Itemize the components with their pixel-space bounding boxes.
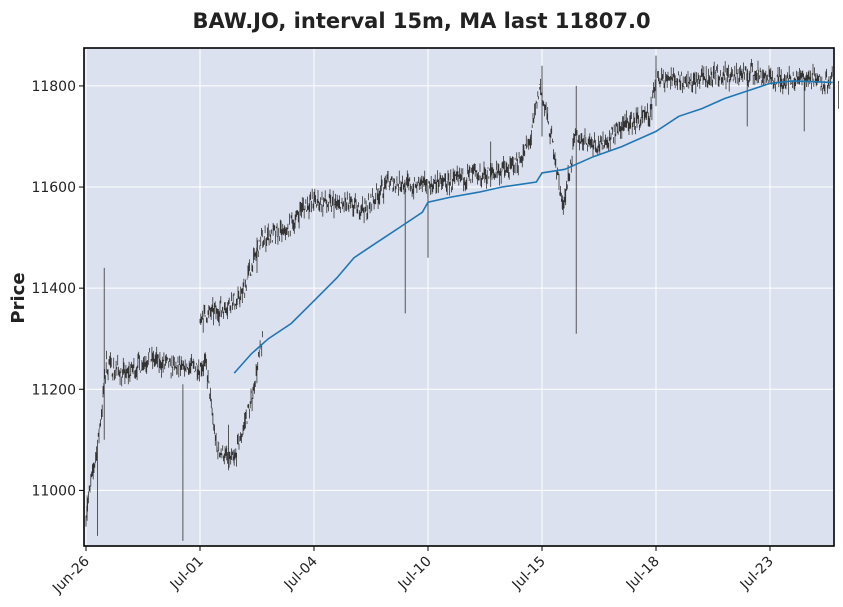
y-tick-label: 11200 [31, 382, 76, 398]
plot-frame [83, 47, 835, 547]
candle-group [85, 55, 839, 541]
x-tick-label: Jul-15 [509, 554, 549, 594]
x-axis-ticks: Jun-26 Jul-01 Jul-04 Jul-10 Jul-15 Jul-18 Jul-… [49, 546, 777, 597]
x-tick-label: Jul-01 [167, 554, 207, 594]
y-tick-label: 11800 [31, 79, 76, 95]
y-axis-ticks: 11000 11200 11400 11600 11800 [31, 79, 84, 499]
chart-title: BAW.JO, interval 15m, MA last 11807.0 [192, 9, 650, 33]
y-tick-label: 11400 [31, 281, 76, 297]
x-tick-label: Jul-04 [281, 553, 321, 593]
candlestick-series [85, 55, 839, 541]
y-tick-label: 11000 [31, 483, 76, 499]
y-axis-label: Price [8, 272, 29, 323]
x-tick-label: Jul-23 [737, 554, 777, 594]
x-tick-label: Jun-26 [49, 553, 93, 597]
plot-area [84, 48, 834, 546]
y-tick-label: 11600 [31, 180, 76, 196]
moving-average-line [233, 80, 833, 374]
x-tick-label: Jul-18 [623, 554, 663, 594]
candle-wicks [85, 55, 839, 541]
x-tick-label: Jul-10 [395, 554, 435, 594]
